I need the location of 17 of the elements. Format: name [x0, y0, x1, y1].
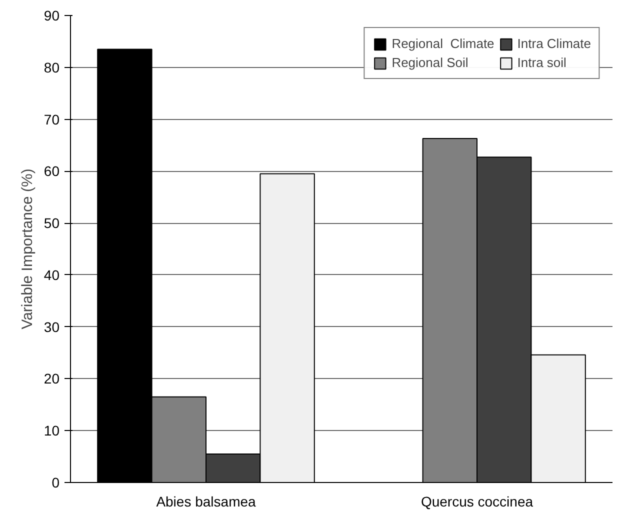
y-tick-label: 10 [44, 422, 60, 439]
y-tick-label: 20 [44, 370, 60, 387]
y-tick-label: 70 [44, 111, 60, 128]
legend-label: Regional Climate [392, 36, 494, 51]
y-tick-label: 80 [44, 59, 60, 76]
legend-label: Intra Climate [517, 36, 591, 51]
y-axis-title: Variable Importance (%) [18, 168, 36, 330]
y-tick-label: 50 [44, 215, 60, 232]
y-tick-label: 30 [44, 318, 60, 335]
x-tick-label: Quercus coccinea [420, 494, 534, 510]
y-tick-label: 90 [44, 8, 60, 24]
y-tick-label: 40 [44, 266, 60, 283]
legend-label: Intra soil [517, 55, 566, 70]
y-tick-label: 0 [52, 474, 60, 490]
x-tick-label: Abies balsamea [156, 494, 256, 510]
legend-label: Regional Soil [392, 55, 468, 70]
y-tick-label: 60 [44, 163, 60, 180]
